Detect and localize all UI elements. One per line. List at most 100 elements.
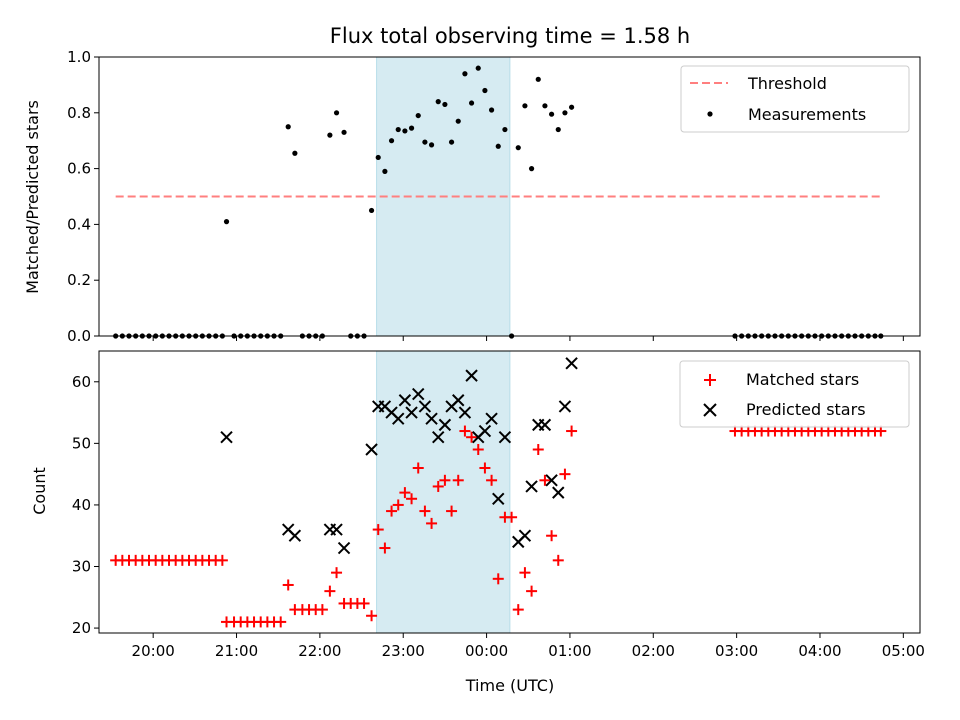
predicted-point <box>288 529 302 542</box>
matched-point <box>324 585 336 597</box>
matched-point <box>386 505 398 517</box>
measurements-legend-swatch <box>707 111 713 117</box>
top-y-tick-label: 0.4 <box>67 215 91 233</box>
matched-point <box>426 517 438 529</box>
measurement-point <box>475 65 481 71</box>
predicted-point <box>492 492 505 505</box>
measurement-point <box>388 138 395 144</box>
matched-point <box>275 616 287 628</box>
chart-title: Flux total observing time = 1.58 h <box>330 24 690 48</box>
top-legend-box <box>680 65 910 133</box>
predicted-point <box>365 443 378 456</box>
bottom-y-axis-label: Count <box>30 467 49 515</box>
matched-point <box>331 567 343 579</box>
bottom-y-tick-label: 50 <box>72 434 91 452</box>
predicted-legend-label: Predicted stars <box>746 400 866 419</box>
matched-point <box>539 474 551 486</box>
predicted-point <box>458 406 472 419</box>
matched-point <box>439 474 451 486</box>
measurement-point <box>448 139 455 145</box>
bottom-highlight-span <box>376 350 511 634</box>
measurement-point <box>535 76 541 82</box>
matched-point <box>216 554 228 566</box>
predicted-point <box>552 486 565 499</box>
matched-point <box>566 425 578 437</box>
measurement-point <box>415 112 421 119</box>
measurement-point <box>468 100 475 106</box>
predicted-point <box>438 418 452 432</box>
matched-point <box>492 573 504 585</box>
x-tick-label: 00:00 <box>465 642 508 660</box>
matched-point <box>379 542 391 554</box>
measurement-point <box>455 118 461 124</box>
predicted-point <box>398 394 412 407</box>
measurement-point <box>542 103 548 109</box>
bottom-y-tick-label: 60 <box>72 373 91 391</box>
measurement-point <box>402 128 408 134</box>
measurement-point <box>502 126 508 133</box>
measurement-point <box>568 104 575 110</box>
top-y-tick-label: 1.0 <box>67 48 91 66</box>
bottom-y-tick-label: 20 <box>72 619 91 637</box>
x-tick-label: 20:00 <box>132 642 175 660</box>
measurement-point <box>462 71 468 77</box>
matched-point <box>372 524 384 536</box>
matched-point <box>392 499 404 511</box>
matched-point <box>519 567 531 579</box>
matched-point <box>472 444 484 456</box>
top-panel: 0.0 0.2 0.4 0.6 0.8 1.0 <box>67 48 921 345</box>
measurement-point <box>395 126 401 133</box>
measurement-point <box>223 219 230 225</box>
predicted-legend-swatch <box>703 403 717 417</box>
predicted-point <box>498 430 512 444</box>
x-tick-label: 04:00 <box>798 642 841 660</box>
measurement-point <box>327 132 333 138</box>
x-tick-label: 03:00 <box>715 642 758 660</box>
matched-point <box>452 474 464 486</box>
predicted-point <box>425 412 438 425</box>
top-y-tick-label: 0.6 <box>67 160 91 178</box>
measurement-point <box>555 126 561 133</box>
x-tick-label: 21:00 <box>215 642 258 660</box>
predicted-point <box>452 394 465 407</box>
measurement-point <box>435 99 441 105</box>
predicted-point <box>418 400 432 413</box>
predicted-point <box>538 418 552 432</box>
predicted-point <box>545 474 558 487</box>
matched-point <box>419 505 431 517</box>
measurement-point <box>285 124 291 130</box>
predicted-point <box>220 430 233 444</box>
top-y-tick-label: 0.8 <box>67 104 91 122</box>
measurement-point <box>292 150 298 156</box>
matched-point <box>532 444 544 456</box>
measurement-point <box>382 168 388 174</box>
measurement-point <box>488 107 495 113</box>
matched-point <box>466 431 478 443</box>
matched-point <box>282 579 294 591</box>
bottom-y-tick-label: 40 <box>72 496 91 514</box>
matched-point <box>559 468 571 480</box>
bottom-y-tick-label: 30 <box>72 558 91 576</box>
matched-point <box>546 530 558 542</box>
measurement-point <box>341 129 347 135</box>
matched-point <box>366 610 378 622</box>
measurement-point <box>368 207 375 214</box>
top-legend: Threshold Measurements <box>680 65 910 133</box>
matched-point <box>552 554 564 566</box>
predicted-point <box>405 406 418 419</box>
predicted-point <box>465 369 478 382</box>
matched-point <box>446 505 458 517</box>
matched-point <box>432 480 444 492</box>
matched-point <box>479 462 491 474</box>
bottom-legend-box <box>679 360 910 428</box>
matched-point <box>399 487 411 499</box>
predicted-point <box>565 357 578 370</box>
measurement-point <box>375 154 381 161</box>
matched-point <box>412 462 424 474</box>
measurement-point <box>422 139 428 145</box>
top-y-tick-label: 0.2 <box>67 271 91 289</box>
measurement-point <box>333 110 340 116</box>
top-axes-frame <box>98 56 921 337</box>
matched-legend-label: Matched stars <box>746 370 859 389</box>
